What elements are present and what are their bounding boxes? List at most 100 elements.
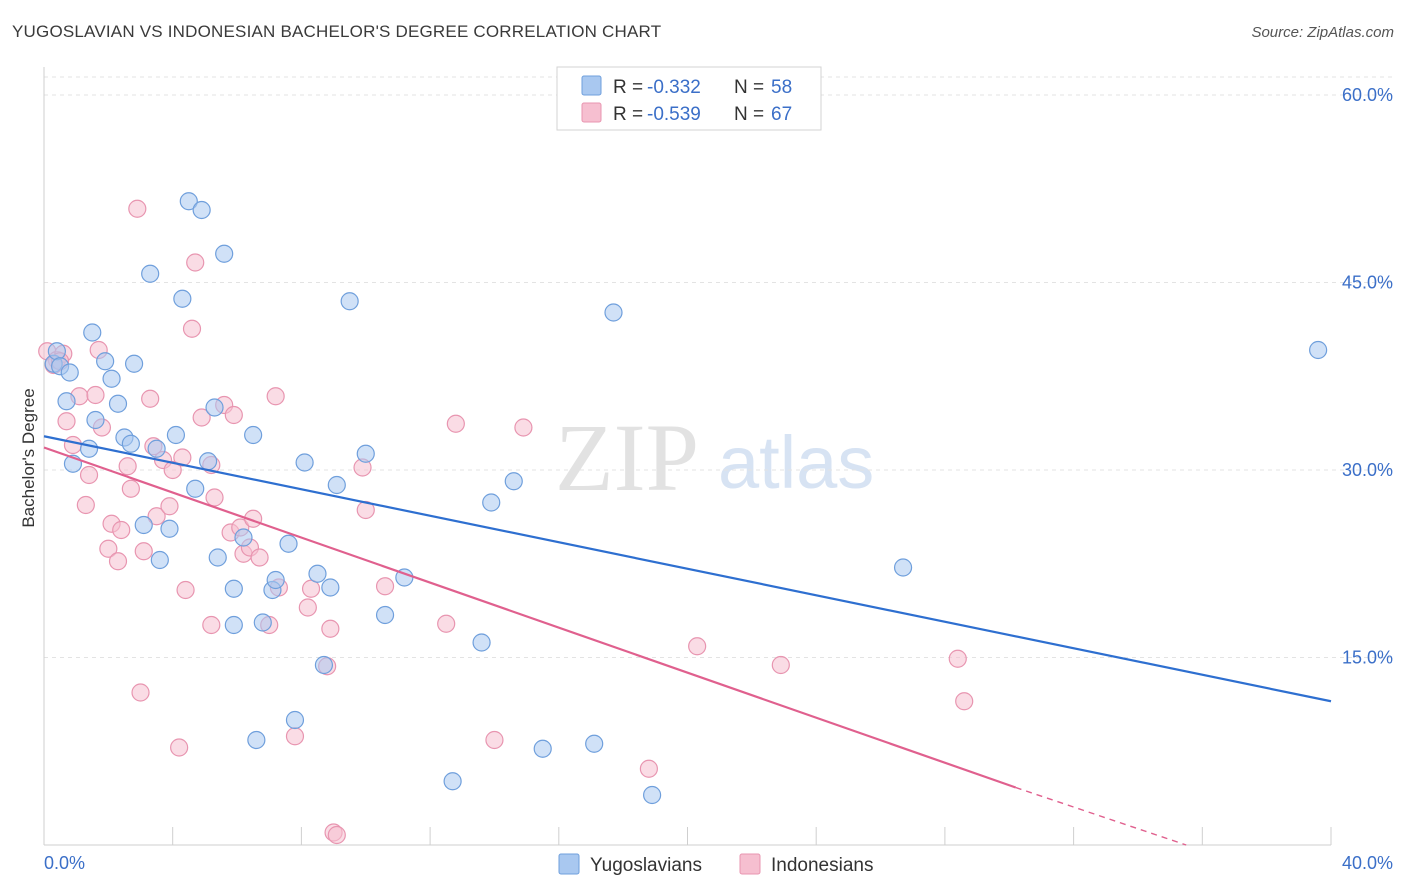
yugoslavian-point [1309,340,1328,360]
stats-r-label-indonesians: R = [613,104,643,125]
stats-n-value-indonesians: 67 [771,104,792,125]
yugoslavian-point [504,472,523,491]
yugoslavian-point [173,289,192,308]
yugoslavian-point [585,734,604,753]
indonesian-point [86,385,105,405]
stats-box: R = -0.332 N = 58 R = -0.539 N = 67 [556,66,822,131]
indonesian-point [160,497,179,516]
yugoslavian-point [160,519,179,538]
stats-swatch-yugoslavians [581,75,602,96]
axes: 15.0% 30.0% 45.0% 60.0% 0.0% 40.0% [43,67,1393,873]
yugoslavian-point [253,613,272,632]
indonesian-point [147,507,166,526]
indonesian-point [99,539,118,558]
stats-n-label-yugoslavians: N = [734,77,764,98]
yugoslavian-point [147,439,166,458]
yugoslavian-point [224,615,243,635]
yugoslavian-point [295,453,314,472]
trend-line-indonesians-extension [1015,786,1187,846]
yugoslavian-point [327,475,346,495]
yugoslavian-point [285,710,305,730]
indonesian-point [948,649,967,668]
yugoslavian-point [643,785,662,805]
indonesian-point [108,552,128,571]
stats-n-value-yugoslavians: 58 [771,77,792,98]
yugoslavian-point [279,534,298,553]
y-tick-label: 30.0% [1342,460,1393,480]
indonesian-point [63,435,83,455]
yugoslavian-point [314,655,334,675]
yugoslavian-point [375,605,395,625]
watermark-zip: ZIP [555,404,699,511]
yugoslavian-point [121,434,140,453]
indonesian-point [301,579,321,598]
yugoslavian-point [134,515,153,535]
indonesian-point [298,598,317,617]
source-label: Source: ZipAtlas.com [1251,24,1394,41]
indonesian-point [955,692,974,711]
yugoslavian-point [266,570,285,590]
yugoslavian-point [893,558,913,577]
indonesian-point [134,542,153,561]
yugoslavian-point [247,730,266,750]
indonesian-point [128,199,147,218]
legend-swatch-indonesians [739,853,761,875]
yugoslavian-point [208,548,227,567]
indonesian-point [437,614,456,633]
yugoslavian-point [150,550,169,570]
yugoslavian-point [205,398,224,417]
yugoslavian-point [482,493,501,512]
indonesian-point [131,683,150,702]
yugoslavian-point [86,410,105,430]
indonesian-point [163,460,182,480]
yugoslavian-point [108,394,128,413]
trend-lines [43,435,1332,846]
yugoslavian-point [57,392,76,411]
indonesian-point [639,759,658,778]
yugoslavian-point [533,739,552,758]
y-tick-label: 15.0% [1342,648,1393,668]
indonesian-point [224,405,243,425]
indonesian-point [121,479,140,498]
y-tick-label: 60.0% [1342,85,1393,105]
yugoslavian-point [443,772,462,791]
indonesian-point [485,730,504,750]
indonesian-point [141,389,160,408]
yugoslavian-point [321,578,340,597]
indonesian-point [446,414,465,433]
data-points [38,192,1328,845]
indonesian-point [514,418,533,437]
indonesian-point [771,655,790,675]
legend: Yugoslavians Indonesians [558,853,873,876]
trend-line-indonesians [43,446,1017,789]
indonesian-point [186,253,205,272]
yugoslavian-point [83,323,102,342]
yugoslavian-point [102,369,121,388]
yugoslavian-point [79,439,99,458]
watermark-atlas: atlas [718,421,874,504]
yugoslavian-point [340,292,359,311]
indonesian-point [205,488,224,507]
legend-label-indonesians: Indonesians [771,855,873,876]
indonesian-point [327,825,346,845]
indonesian-point [375,577,395,596]
yugoslavian-point [604,303,623,322]
yugoslavian-point [308,564,327,583]
indonesian-point [170,738,189,757]
yugoslavian-point [224,579,243,598]
legend-label-yugoslavians: Yugoslavians [590,855,702,876]
stats-r-value-indonesians: -0.539 [647,104,701,125]
indonesian-point [76,495,95,515]
indonesian-point [250,548,269,567]
indonesian-point [266,387,285,406]
indonesian-point [688,637,707,656]
indonesian-point [173,448,192,467]
yugoslavian-point [186,479,205,498]
stats-r-label-yugoslavians: R = [613,77,643,98]
indonesian-point [118,457,137,476]
yugoslavian-point [47,342,66,361]
yugoslavian-point [141,264,160,283]
indonesian-point [79,465,99,485]
indonesian-point [176,580,195,600]
